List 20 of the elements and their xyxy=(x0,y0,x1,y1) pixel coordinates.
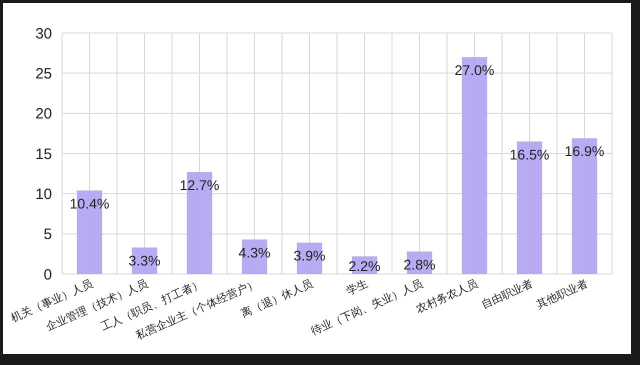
y-tick-label: 25 xyxy=(35,65,52,82)
data-label: 3.3% xyxy=(128,252,160,268)
x-tick-label: 自由职业者 xyxy=(479,276,535,312)
y-tick-label: 30 xyxy=(35,25,52,42)
data-label: 4.3% xyxy=(238,244,270,260)
data-label: 3.9% xyxy=(294,248,326,264)
data-label: 2.8% xyxy=(404,256,436,273)
data-label: 12.7% xyxy=(180,176,220,193)
data-label: 27.0% xyxy=(454,62,494,78)
y-tick-label: 5 xyxy=(44,226,52,244)
y-tick-label: 20 xyxy=(35,106,52,123)
y-tick-label: 15 xyxy=(35,146,52,163)
x-tick-label: 其他职业者 xyxy=(534,276,590,312)
data-label: 16.5% xyxy=(510,146,550,162)
data-label: 10.4% xyxy=(70,195,110,212)
x-tick-label: 学生 xyxy=(344,276,370,298)
data-label: 16.9% xyxy=(564,143,604,160)
data-label: 2.2% xyxy=(348,258,380,274)
y-tick-label: 10 xyxy=(35,186,52,203)
y-tick-label: 0 xyxy=(44,266,52,284)
